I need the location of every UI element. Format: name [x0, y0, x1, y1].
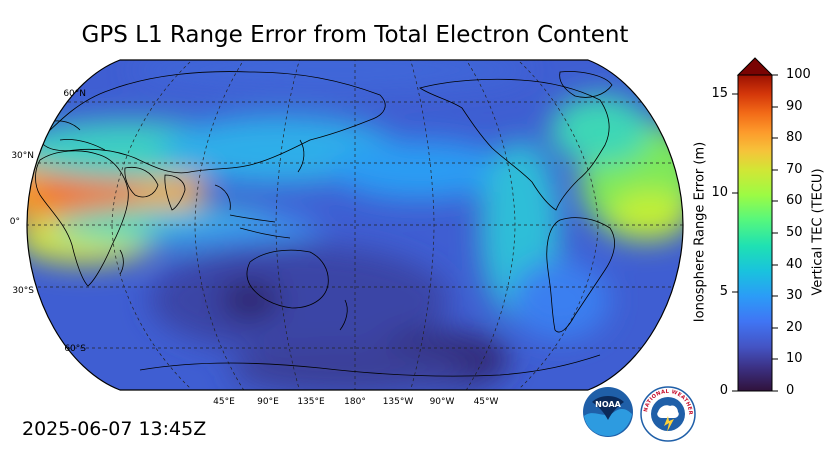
colorbar-right-tick: 90 — [786, 99, 803, 114]
timestamp: 2025-06-07 13:45Z — [22, 418, 207, 440]
lat-label-60s: 60°S — [64, 344, 86, 354]
colorbar-left-tick: 5 — [719, 284, 728, 299]
colorbar-left-tick: 10 — [711, 185, 728, 200]
lat-label-30s: 30°S — [12, 286, 34, 296]
colorbar-left-tick: 0 — [719, 383, 728, 398]
noaa-logo: NOAA — [583, 387, 633, 437]
colorbar-right-tick: 80 — [786, 130, 803, 145]
globe-outline — [26, 59, 684, 391]
lon-label-135e: 135°E — [297, 397, 325, 407]
colorbar-extend-arrow — [736, 57, 774, 76]
colorbar-right-tick: 60 — [786, 193, 803, 208]
lon-label-135w: 135°W — [382, 397, 414, 407]
colorbar-right-label: Vertical TEC (TECU) — [810, 168, 826, 296]
lat-label-30n: 30°N — [11, 151, 34, 161]
lon-label-45e: 45°E — [213, 397, 235, 407]
lat-label-60n: 60°N — [63, 89, 86, 99]
lat-label-0: 0° — [9, 217, 20, 227]
svg-text:NOAA: NOAA — [595, 400, 621, 409]
colorbar-right-tick: 70 — [786, 162, 803, 177]
map-title: GPS L1 Range Error from Total Electron C… — [81, 22, 629, 48]
colorbar-left-tick: 15 — [711, 86, 728, 101]
colorbar-right-tick: 10 — [786, 351, 803, 366]
lon-label-90e: 90°E — [257, 397, 279, 407]
colorbar-right-tick: 30 — [786, 288, 803, 303]
lon-label-90w: 90°W — [429, 397, 455, 407]
graticule — [27, 60, 683, 390]
colorbar-right-tick: 50 — [786, 225, 803, 240]
colorbar-body — [737, 74, 773, 392]
colorbar-right-tick: 40 — [786, 257, 803, 272]
lon-label-45w: 45°W — [473, 397, 499, 407]
nws-logo: NATIONAL WEATHER SERVICE — [640, 386, 696, 442]
lon-label-180: 180° — [344, 397, 366, 407]
colorbar — [732, 57, 778, 392]
colorbar-right-tick: 100 — [786, 67, 811, 82]
colorbar-right-tick: 0 — [786, 383, 795, 398]
colorbar-right-tick: 20 — [786, 320, 803, 335]
